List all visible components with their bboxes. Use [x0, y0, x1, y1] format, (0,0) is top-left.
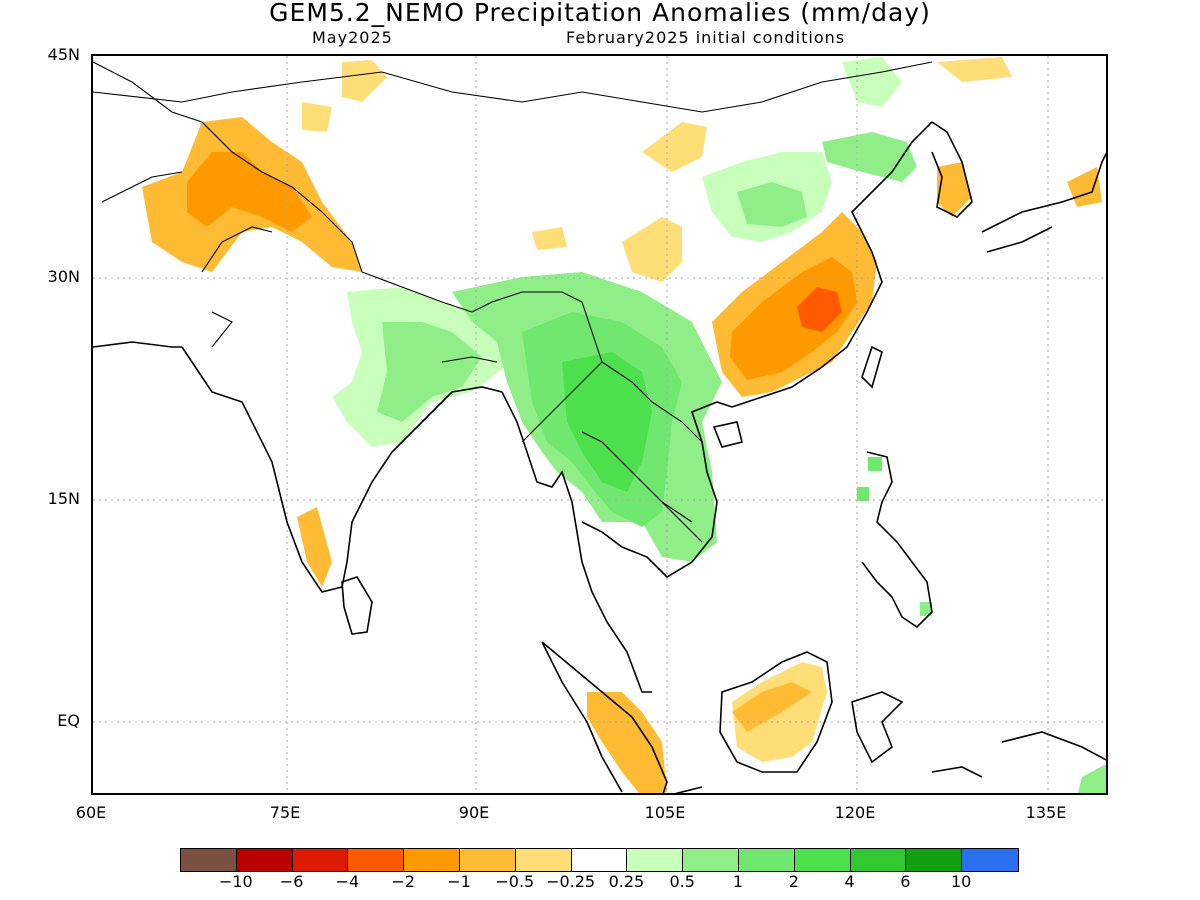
anomaly-dry-tibet	[622, 217, 682, 282]
chart-title: GEM5.2_NEMO Precipitation Anomalies (mm/…	[269, 0, 931, 27]
anomaly-dry-core-pakistan	[187, 152, 312, 232]
colorbar-swatch	[683, 849, 739, 871]
anomaly-dry-tibet	[642, 122, 707, 172]
map-plot-area	[91, 54, 1108, 795]
anomaly-dry-southwest-india	[297, 507, 332, 587]
y-tick-label: 30N	[47, 267, 80, 286]
colorbar-swatch	[292, 849, 349, 871]
colorbar-swatch	[459, 849, 516, 871]
colorbar-swatch	[348, 849, 405, 871]
colorbar-label: −2	[391, 872, 415, 891]
anomaly-dry-japan	[1067, 167, 1102, 207]
anomaly-dry-north	[342, 60, 387, 102]
colorbar-swatch	[236, 849, 293, 871]
anomaly-wet-philippines	[868, 457, 882, 471]
colorbar-label: 10	[951, 872, 972, 891]
month-label: May2025	[312, 28, 393, 47]
anomaly-dry-northeast	[937, 57, 1012, 82]
coastlines	[93, 121, 1106, 793]
colorbar-swatch	[794, 849, 851, 871]
x-tick-label: 90E	[458, 803, 490, 822]
colorbar-label: −0.5	[495, 872, 535, 891]
colorbar-swatch	[906, 849, 963, 871]
anomaly-fields	[142, 57, 1106, 793]
y-tick-label: 45N	[47, 45, 80, 64]
anomaly-dry-borneo-core	[732, 682, 812, 732]
colorbar-label: −1	[447, 872, 471, 891]
initial-conditions-label: February2025 initial conditions	[566, 28, 846, 47]
colorbar-swatch	[850, 849, 907, 871]
anomaly-wet-central-china-core	[737, 182, 807, 227]
colorbar-label: 1	[732, 872, 744, 891]
anomaly-wet-india-core	[377, 322, 482, 422]
anomaly-dry-korea	[937, 162, 972, 217]
x-tick-label: 120E	[834, 803, 876, 822]
x-tick-label: 75E	[269, 803, 301, 822]
anomaly-wet-new-guinea	[1078, 764, 1106, 793]
anomaly-wet-philippines	[920, 602, 932, 616]
x-tick-label: 105E	[644, 803, 686, 822]
colorbar-swatch	[181, 849, 237, 871]
colorbar	[180, 848, 1019, 872]
anomaly-wet-philippines	[857, 487, 869, 501]
colorbar-label: −10	[218, 872, 253, 891]
anomaly-dry-southeast-china-max	[797, 287, 842, 332]
colorbar-swatch	[404, 849, 460, 871]
anomaly-wet-northeast-china	[842, 57, 902, 107]
colorbar-swatch	[515, 849, 572, 871]
y-tick-label: EQ	[57, 711, 80, 730]
colorbar-label: 0.25	[608, 872, 645, 891]
gridlines	[93, 56, 1106, 793]
colorbar-label: 6	[900, 872, 911, 891]
anomaly-dry-sumatra	[587, 692, 667, 793]
country-borders	[93, 61, 933, 543]
colorbar-label: 2	[788, 872, 799, 891]
colorbar-label: −6	[279, 872, 304, 891]
x-tick-label: 60E	[75, 803, 107, 822]
colorbar-swatch	[627, 849, 684, 871]
anomaly-dry-southeast-china-core	[730, 257, 857, 380]
colorbar-label: −4	[335, 872, 360, 891]
colorbar-swatch	[738, 849, 795, 871]
anomaly-dry-tibet	[532, 227, 567, 250]
anomaly-dry-north	[302, 102, 332, 132]
anomaly-wet-indochina-max	[562, 352, 652, 492]
colorbar-swatch	[962, 849, 1018, 871]
y-tick-label: 15N	[47, 489, 80, 508]
colorbar-swatch	[571, 849, 628, 871]
colorbar-label: 4	[844, 872, 855, 891]
anomaly-map	[93, 56, 1106, 793]
colorbar-label: 0.5	[669, 872, 695, 891]
colorbar-label: −0.25	[546, 872, 596, 891]
x-tick-label: 135E	[1025, 803, 1067, 822]
